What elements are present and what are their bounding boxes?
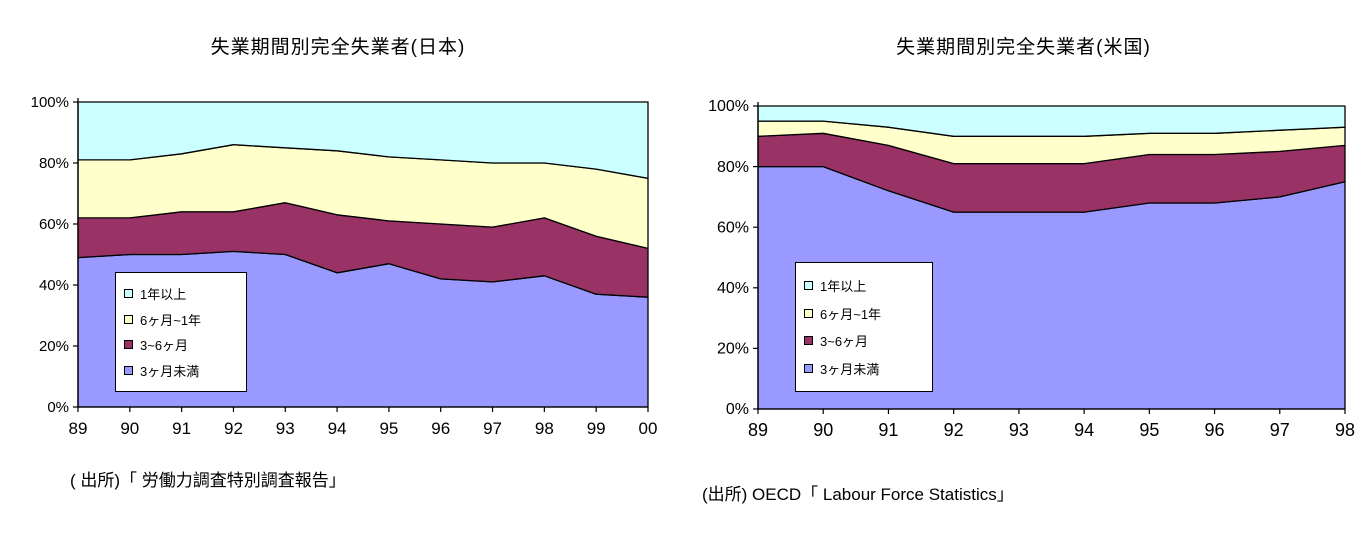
legend-marker-icon	[124, 366, 133, 376]
legend-item: 3~6ヶ月	[804, 331, 924, 350]
y-tick-label: 20%	[717, 341, 749, 358]
x-tick-label: 89	[748, 420, 768, 440]
usa-chart-canvas: 0% 20% 40% 60% 80% 100% 89 90 91 92 93 94 95 96 97 98	[708, 98, 1355, 440]
x-tick-label: 91	[878, 420, 898, 440]
y-tick-label: 40%	[39, 277, 69, 294]
area-band-3	[77, 101, 649, 179]
legend-item: 6ヶ月~1年	[124, 310, 238, 329]
legend-marker-icon	[124, 314, 133, 324]
legend-item: 3ヶ月未満	[804, 359, 924, 378]
x-tick-label: 89	[69, 419, 88, 438]
y-tick-label: 100%	[31, 94, 69, 111]
legend-marker-icon	[804, 308, 813, 318]
legend-marker-icon	[124, 288, 133, 298]
x-tick-label: 94	[1074, 420, 1094, 440]
legend-item: 1年以上	[804, 276, 924, 295]
x-tick-label: 98	[1335, 420, 1355, 440]
y-tick-label: 40%	[717, 280, 749, 297]
area-band-3	[757, 105, 1346, 137]
chart-title-japan: 失業期間別完全失業者(日本)	[210, 37, 466, 58]
x-tick-label: 00	[639, 419, 658, 438]
y-tick-label: 20%	[39, 338, 69, 355]
legend-usa: 1年以上 6ヶ月~1年 3~6ヶ月 3ヶ月未満	[795, 262, 933, 392]
legend-label: 3ヶ月未満	[820, 362, 880, 378]
legend-label: 1年以上	[820, 278, 867, 294]
legend-marker-icon	[804, 336, 813, 346]
legend-label: 3~6ヶ月	[140, 338, 189, 354]
japan-chart-canvas: 0% 20% 40% 60% 80% 100% 89 90 91 92 93 94 95 96 97 98 99…	[31, 94, 658, 438]
x-tick-label: 97	[1270, 420, 1290, 440]
x-tick-label: 97	[483, 419, 502, 438]
x-tick-label: 94	[328, 419, 347, 438]
legend-label: 3~6ヶ月	[820, 334, 869, 350]
x-tick-label: 93	[276, 419, 295, 438]
x-tick-label: 92	[944, 420, 964, 440]
x-tick-label: 96	[1205, 420, 1225, 440]
chart-japan: 失業期間別完全失業者(日本) 0% 20% 40% 60% 80% 100% 89 90 91 9…	[8, 0, 668, 540]
source-note-japan: ( 出所)「 労働力調査特別調査報告」	[70, 471, 346, 490]
legend-label: 6ヶ月~1年	[820, 306, 882, 322]
legend-item: 1年以上	[124, 284, 238, 303]
legend-item: 3ヶ月未満	[124, 361, 238, 380]
legend-item: 3~6ヶ月	[124, 335, 238, 354]
x-tick-label: 98	[535, 419, 554, 438]
x-tick-label: 95	[1139, 420, 1159, 440]
x-tick-label: 90	[813, 420, 833, 440]
y-tick-label: 60%	[39, 216, 69, 233]
y-tick-label: 60%	[717, 219, 749, 236]
x-tick-label: 99	[587, 419, 606, 438]
legend-japan: 1年以上 6ヶ月~1年 3~6ヶ月 3ヶ月未満	[115, 272, 247, 392]
legend-item: 6ヶ月~1年	[804, 304, 924, 323]
x-tick-label: 90	[120, 419, 139, 438]
y-tick-label: 80%	[39, 155, 69, 172]
legend-label: 1年以上	[140, 286, 187, 302]
chart-usa: 失業期間別完全失業者(米国) 0% 20% 40% 60% 80% 100% 89 90 91 9…	[690, 0, 1357, 540]
legend-marker-icon	[124, 340, 133, 350]
x-tick-label: 91	[172, 419, 191, 438]
legend-label: 3ヶ月未満	[140, 364, 200, 380]
y-tick-label: 0%	[726, 401, 749, 418]
x-tick-label: 93	[1009, 420, 1029, 440]
y-tick-label: 0%	[47, 399, 69, 416]
y-tick-label: 100%	[708, 98, 749, 115]
x-tick-label: 95	[379, 419, 398, 438]
source-note-usa: (出所) OECD「 Labour Force Statistics」	[702, 485, 1014, 504]
x-tick-label: 96	[431, 419, 450, 438]
x-tick-label: 92	[224, 419, 243, 438]
legend-marker-icon	[804, 364, 813, 374]
y-tick-label: 80%	[717, 159, 749, 176]
chart-title-usa: 失業期間別完全失業者(米国)	[896, 37, 1151, 58]
legend-label: 6ヶ月~1年	[140, 312, 202, 328]
legend-marker-icon	[804, 280, 813, 290]
